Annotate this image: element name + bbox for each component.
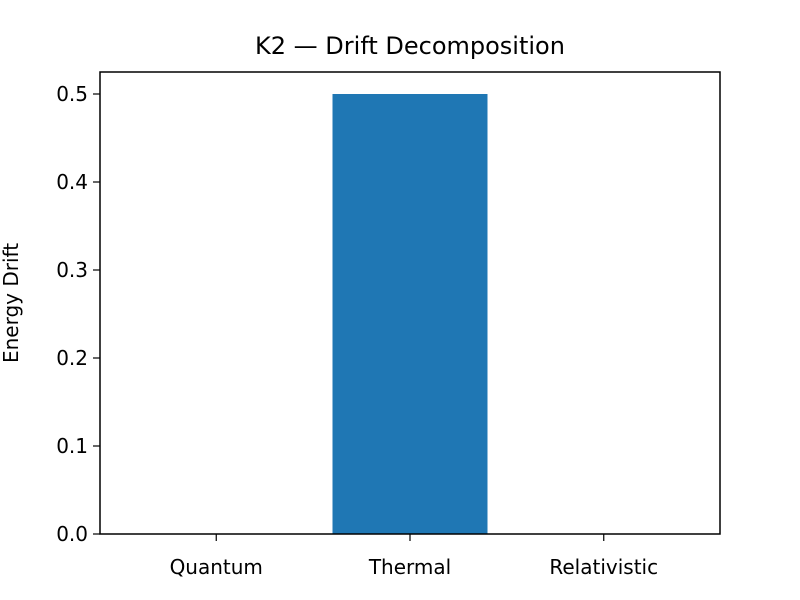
- chart-title: K2 — Drift Decomposition: [255, 32, 565, 60]
- y-axis-label: Energy Drift: [0, 243, 23, 363]
- y-tick-label: 0.3: [56, 258, 88, 282]
- y-tick-label: 0.2: [56, 346, 88, 370]
- plot-frame: [99, 71, 721, 535]
- y-tick-label: 0.0: [56, 522, 88, 546]
- x-axis-ticks: Quantum Thermal Relativistic: [170, 534, 658, 579]
- y-tick-label: 0.5: [56, 82, 88, 106]
- y-tick-label: 0.1: [56, 434, 88, 458]
- x-tick-label-relativistic: Relativistic: [549, 555, 658, 579]
- bars-group: [332, 94, 488, 534]
- bar-thermal: [332, 94, 488, 534]
- y-axis-ticks: 0.0 0.1 0.2 0.3 0.4 0.5: [56, 82, 100, 546]
- x-tick-label-quantum: Quantum: [170, 555, 263, 579]
- x-tick-label-thermal: Thermal: [368, 555, 451, 579]
- y-tick-label: 0.4: [56, 170, 88, 194]
